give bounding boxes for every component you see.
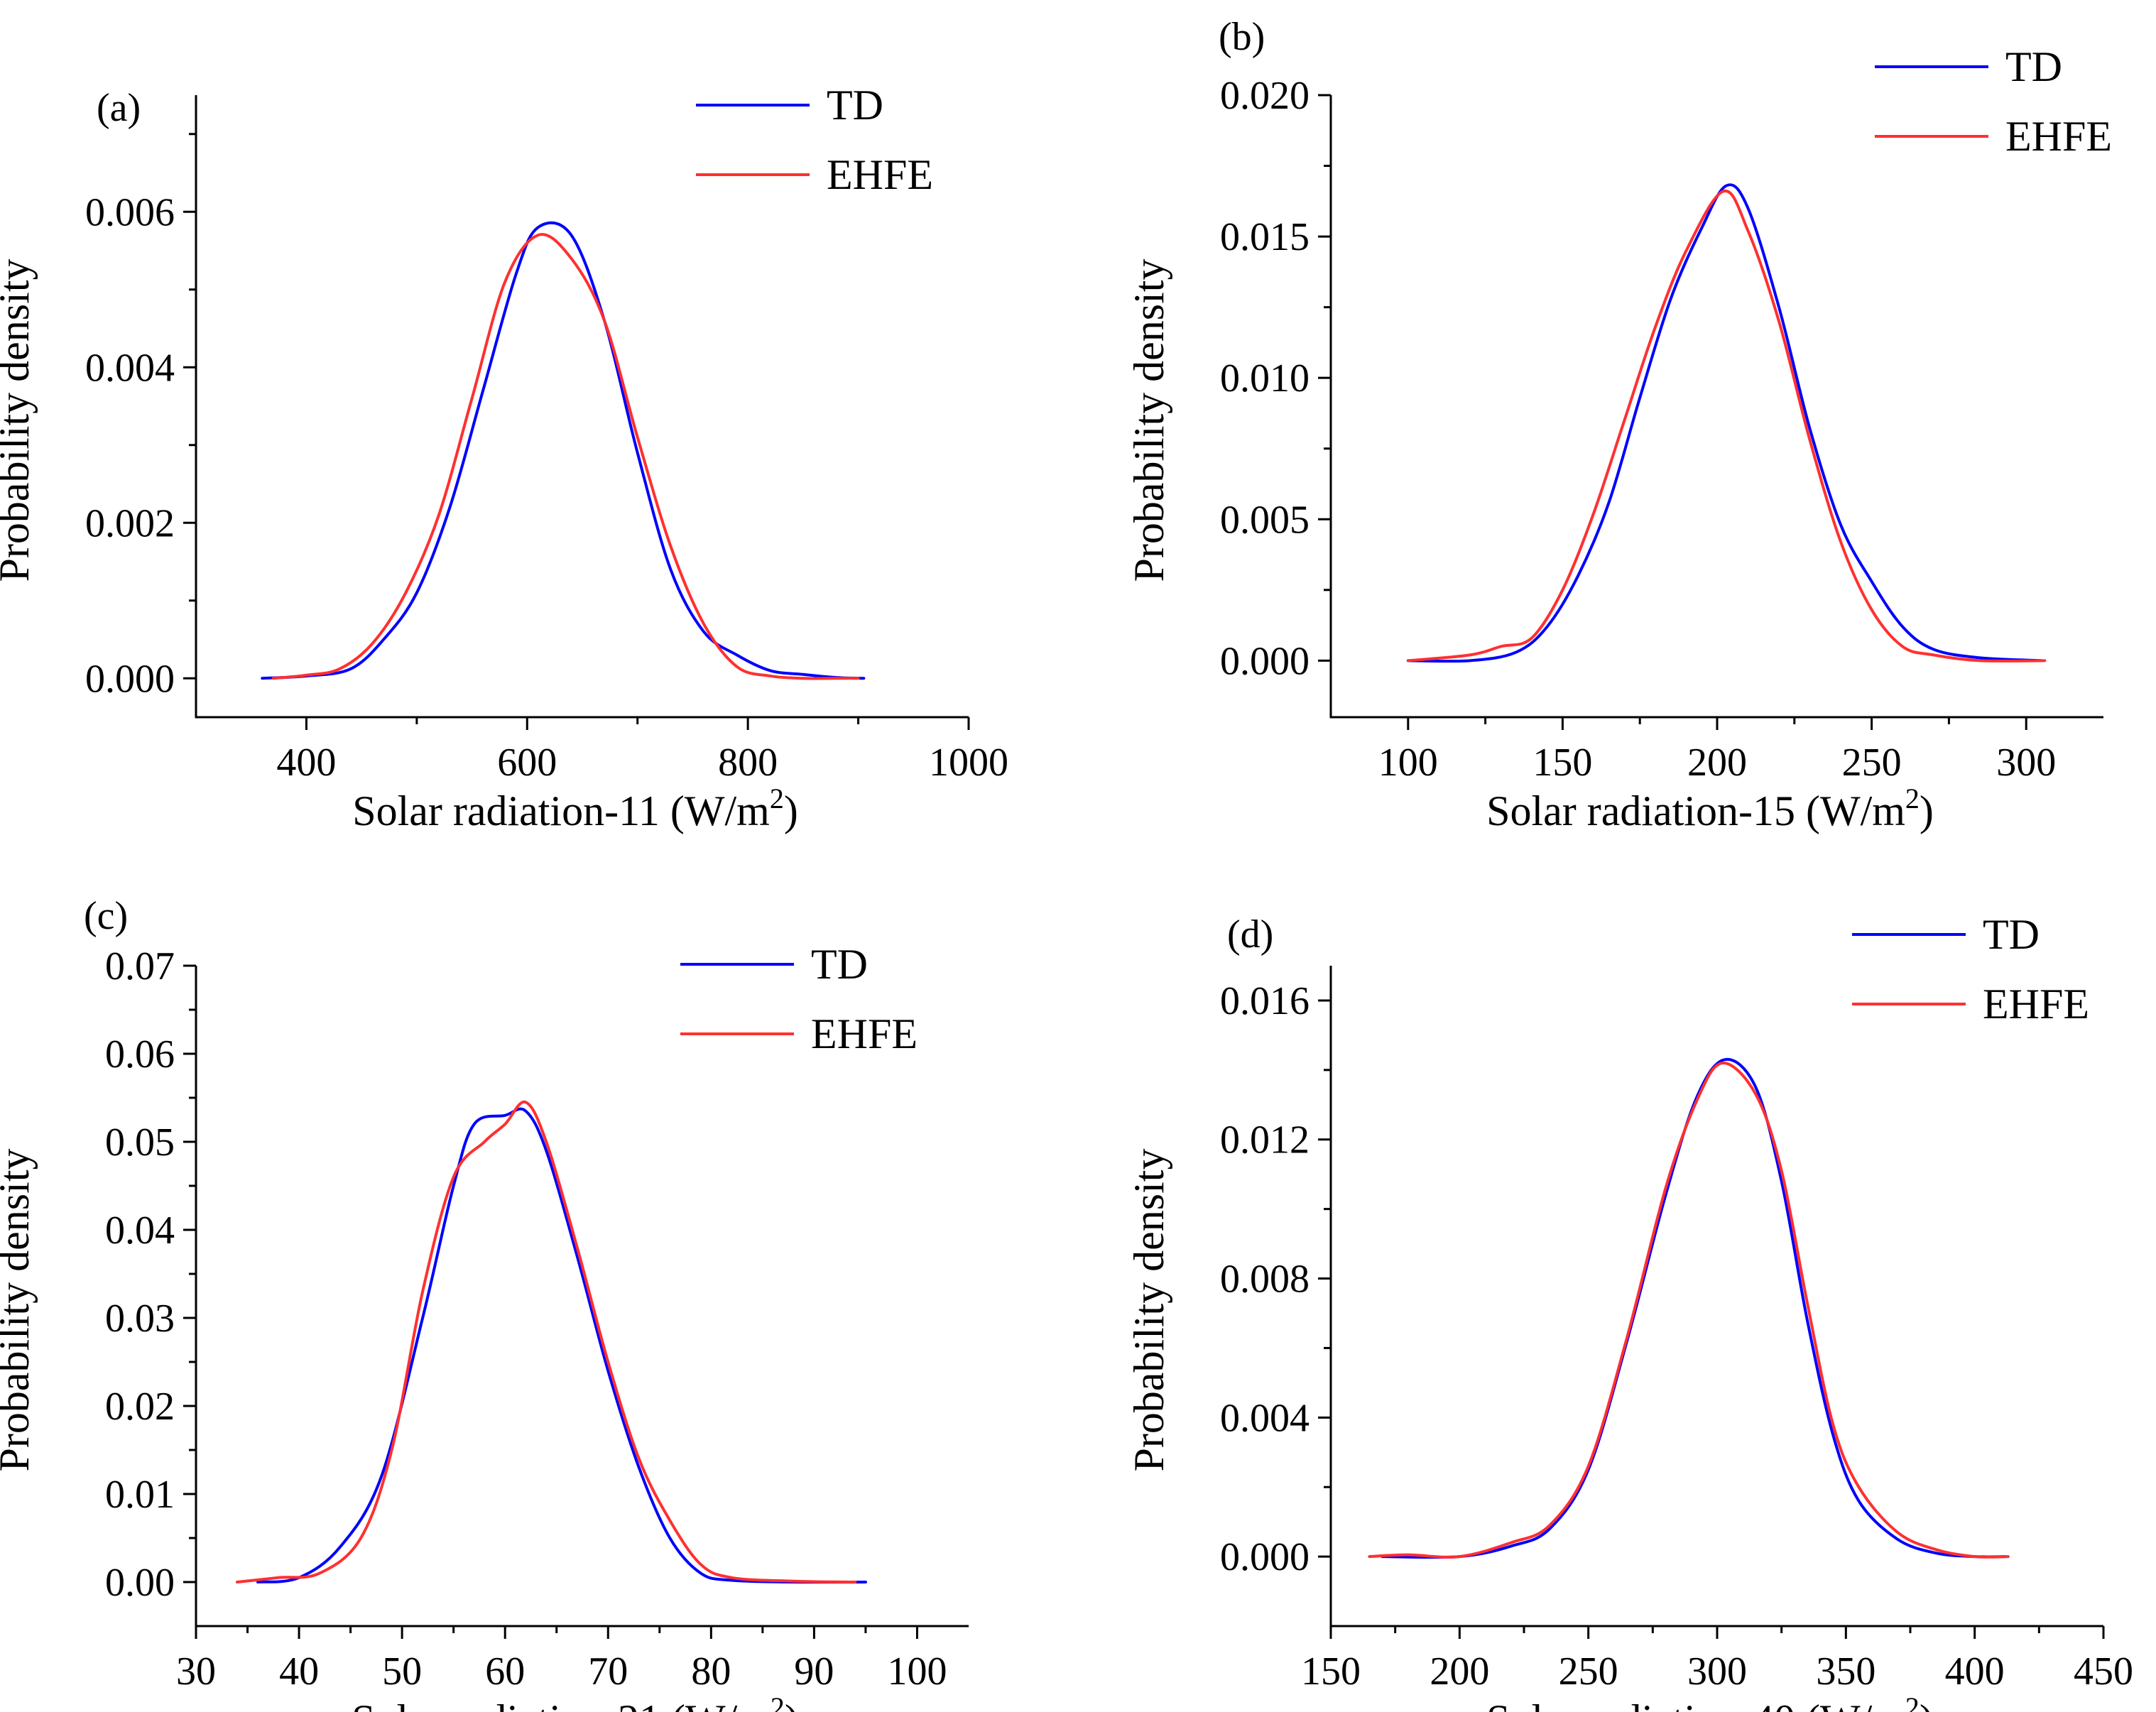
x-tick-label: 200 <box>1687 741 1747 785</box>
x-tick-label: 30 <box>176 1650 216 1694</box>
legend-label: EHFE <box>827 151 933 198</box>
x-tick-label: 250 <box>1559 1650 1618 1694</box>
x-tick-label: 50 <box>382 1650 422 1694</box>
y-tick-label: 0.016 <box>1220 979 1310 1023</box>
y-tick-label: 0.03 <box>105 1297 175 1341</box>
y-axis-title: Probability density <box>1126 1149 1172 1472</box>
x-tick-label: 450 <box>2074 1650 2133 1694</box>
y-tick-label: 0.01 <box>105 1473 175 1517</box>
x-tick-label: 200 <box>1430 1650 1489 1694</box>
x-tick-label: 600 <box>497 741 557 785</box>
legend-label: TD <box>827 82 883 129</box>
x-axis-title-main: Solar radiation-21 (W/m <box>352 1696 771 1712</box>
chart-panel-c: 30 40 50 60 70 80 90 100 0.00 0.01 0.02 0.03 0.04 0.0… <box>0 894 969 1712</box>
x-axis-title-sup: 2 <box>1905 783 1920 814</box>
series-line-ehfe <box>1406 190 2047 663</box>
y-tick-label: 0.002 <box>85 501 175 545</box>
x-tick-label: 100 <box>1378 741 1438 785</box>
x-tick-label: 800 <box>718 741 778 785</box>
y-tick-label: 0.010 <box>1220 356 1310 400</box>
y-tick-label: 0.005 <box>1220 498 1310 542</box>
series-line-ehfe <box>1368 1062 2010 1559</box>
y-tick-label: 0.02 <box>105 1385 175 1429</box>
x-axis-title: Solar radiation-15 (W/m2) <box>1486 783 1934 834</box>
x-axis-title: Solar radiation-11 (W/m2) <box>352 783 798 834</box>
legend-label: TD <box>811 941 868 988</box>
y-tick-label: 0.004 <box>85 346 175 390</box>
legend-label: TD <box>1983 911 2040 958</box>
series-line-td <box>1381 1057 2008 1559</box>
y-tick-label: 0.000 <box>85 657 175 701</box>
legend-label: EHFE <box>2005 113 2112 160</box>
x-tick-label: 100 <box>887 1650 947 1694</box>
y-axis-title: Probability density <box>0 1149 38 1472</box>
series-line-td <box>261 221 866 680</box>
panel-label: (d) <box>1227 912 1273 956</box>
y-tick-label: 0.000 <box>1220 1535 1310 1579</box>
y-tick-label: 0.006 <box>85 190 175 234</box>
y-tick-label: 0.020 <box>1220 74 1310 118</box>
y-axis-title: Probability density <box>0 259 38 582</box>
x-tick-label: 80 <box>691 1650 731 1694</box>
y-tick-label: 0.04 <box>105 1209 175 1253</box>
x-tick-label: 400 <box>1945 1650 2005 1694</box>
x-tick-label: 40 <box>279 1650 319 1694</box>
y-tick-label: 0.05 <box>105 1121 175 1165</box>
chart-panel-a: 400 600 800 1000 0.000 0.002 0.004 0.006 TD EHFE (… <box>0 82 1008 834</box>
legend-label: EHFE <box>811 1010 918 1057</box>
x-tick-label: 300 <box>1687 1650 1747 1694</box>
x-axis-title-end: ) <box>784 787 798 834</box>
x-axis-title: Solar radiation-40 (W/m2) <box>1486 1691 1934 1712</box>
y-axis-title: Probability density <box>1126 259 1172 582</box>
axes-frame <box>1329 95 2103 719</box>
panel-label: (c) <box>84 894 128 938</box>
series-line-td <box>1406 183 2043 663</box>
x-tick-label: 150 <box>1532 741 1592 785</box>
x-tick-label: 150 <box>1301 1650 1361 1694</box>
x-axis-title-sup: 2 <box>770 783 784 814</box>
x-axis-title-main: Solar radiation-40 (W/m <box>1486 1696 1905 1712</box>
series-line-ehfe <box>236 1100 857 1583</box>
series-line-ehfe <box>271 233 860 680</box>
x-tick-label: 300 <box>1996 741 2056 785</box>
panel-label: (a) <box>97 86 141 130</box>
legend-label: TD <box>2005 43 2062 90</box>
x-axis-title-main: Solar radiation-11 (W/m <box>352 787 770 834</box>
legend-label: EHFE <box>1983 981 2089 1027</box>
y-tick-label: 0.000 <box>1220 639 1310 683</box>
x-axis-title-end: ) <box>785 1696 799 1712</box>
panel-label: (b) <box>1219 15 1265 59</box>
x-tick-label: 90 <box>794 1650 834 1694</box>
x-axis-title-sup: 2 <box>1905 1691 1920 1712</box>
y-tick-label: 0.012 <box>1220 1118 1310 1162</box>
x-axis-title-end: ) <box>1920 1696 1934 1712</box>
chart-panel-b: 100 150 200 250 300 0.000 0.005 0.010 0.015 0.020… <box>1126 15 2112 834</box>
x-tick-label: 350 <box>1816 1650 1875 1694</box>
series-line-td <box>256 1107 867 1584</box>
y-tick-label: 0.008 <box>1220 1258 1310 1302</box>
chart-panel-d: 150 200 250 300 350 400 450 0.000 0.004 0.008 0.01… <box>1126 911 2133 1712</box>
x-tick-label: 60 <box>485 1650 525 1694</box>
x-axis-title: Solar radiation-21 (W/m2) <box>352 1691 799 1712</box>
y-tick-label: 0.06 <box>105 1032 175 1076</box>
x-axis-title-sup: 2 <box>771 1691 785 1712</box>
x-tick-label: 70 <box>588 1650 628 1694</box>
y-tick-label: 0.07 <box>105 944 175 988</box>
y-tick-label: 0.00 <box>105 1561 175 1605</box>
x-tick-label: 1000 <box>929 741 1008 785</box>
y-tick-label: 0.004 <box>1220 1396 1310 1440</box>
x-axis-title-main: Solar radiation-15 (W/m <box>1486 787 1905 834</box>
x-axis-title-end: ) <box>1920 787 1934 834</box>
x-tick-label: 400 <box>276 741 336 785</box>
x-tick-label: 250 <box>1842 741 1902 785</box>
axes-frame <box>195 95 969 719</box>
y-tick-label: 0.015 <box>1220 215 1310 259</box>
